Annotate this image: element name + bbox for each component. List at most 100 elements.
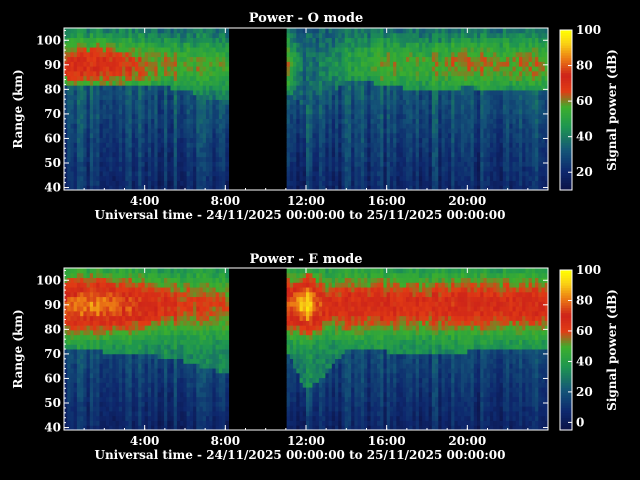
heatmap-cell [422,61,426,67]
heatmap-cell [193,66,197,72]
heatmap-cell [318,175,323,181]
heatmap-cell [144,80,149,86]
heatmap-cell [76,99,81,105]
heatmap-cell [70,180,75,186]
heatmap-cell [467,175,472,181]
heatmap-cell [438,161,443,167]
heatmap-cell [447,56,452,62]
heatmap-cell [367,94,372,100]
heatmap-cell [286,123,291,129]
heatmap-cell [506,180,510,186]
heatmap-cell [222,80,226,86]
heatmap-cell [444,104,449,110]
heatmap-cell [331,32,336,39]
heatmap-cell [441,118,446,124]
heatmap-cell [83,156,88,162]
heatmap-cell [357,80,362,86]
heatmap-cell [347,128,352,134]
heatmap-cell [306,32,310,39]
heatmap-cell [341,94,346,100]
heatmap-cell [451,51,455,58]
heatmap-cell [460,80,465,86]
heatmap-cell [199,104,204,110]
heatmap-cell [93,89,97,96]
heatmap-cell [360,132,365,139]
heatmap-cell [293,137,297,143]
heatmap-cell [512,123,517,129]
heatmap-cell [96,113,100,120]
heatmap-cell [496,109,501,115]
heatmap-cell [67,320,71,326]
heatmap-cell [470,132,475,139]
heatmap-cell [380,70,384,77]
heatmap-cell [170,32,175,39]
heatmap-cell [306,185,310,191]
heatmap-cell [302,75,307,81]
heatmap-cell [309,151,313,158]
heatmap-cell [109,61,113,67]
heatmap-cell [444,37,449,43]
heatmap-cell [80,296,84,302]
heatmap-cell [318,142,323,148]
heatmap-cell [180,128,184,134]
heatmap-cell [80,363,84,369]
heatmap-cell [467,109,472,115]
heatmap-cell [538,51,543,58]
heatmap-cell [447,142,452,148]
heatmap-cell [415,161,420,167]
heatmap-cell [125,128,130,134]
heatmap-cell [364,156,368,162]
heatmap-cell [380,147,384,153]
heatmap-cell [451,28,455,34]
heatmap-cell [393,61,397,67]
heatmap-cell [86,28,91,34]
heatmap-cell [538,156,543,162]
heatmap-cell [502,185,507,191]
heatmap-cell [422,66,426,72]
heatmap-cell [364,137,368,143]
heatmap-cell [215,32,220,39]
heatmap-cell [189,89,194,96]
heatmap-cell [73,363,78,369]
heatmap-cell [215,70,220,77]
heatmap-cell [64,170,68,177]
heatmap-cell [167,66,171,72]
heatmap-cell [218,109,223,115]
heatmap-cell [425,70,430,77]
heatmap-cell [447,104,452,110]
heatmap-cell [76,51,81,58]
heatmap-cell [89,420,94,426]
heatmap-cell [422,28,426,34]
heatmap-cell [76,344,81,350]
heatmap-cell [386,94,391,100]
heatmap-cell [425,89,430,96]
heatmap-cell [467,85,472,91]
heatmap-cell [335,151,339,158]
heatmap-cell [73,118,78,124]
heatmap-cell [522,156,526,162]
heatmap-cell [409,94,413,100]
heatmap-cell [122,109,126,115]
heatmap-cell [318,66,323,72]
heatmap-cell [502,109,507,115]
heatmap-cell [312,66,317,72]
heatmap-cell [202,166,207,172]
heatmap-cell [493,51,497,58]
heatmap-cell [360,51,365,58]
heatmap-cell [402,32,407,39]
heatmap-cell [412,56,417,62]
heatmap-cell [425,61,430,67]
heatmap-cell [138,128,142,134]
heatmap-cell [460,180,465,186]
heatmap-cell [467,89,472,96]
heatmap-cell [293,28,297,34]
heatmap-cell [515,170,520,177]
heatmap-cell [454,170,459,177]
heatmap-cell [89,147,94,153]
heatmap-cell [412,70,417,77]
heatmap-cell [186,89,191,96]
heatmap-cell [444,75,449,81]
heatmap-cell [164,185,168,191]
heatmap-cell [489,142,494,148]
heatmap-cell [422,175,426,181]
